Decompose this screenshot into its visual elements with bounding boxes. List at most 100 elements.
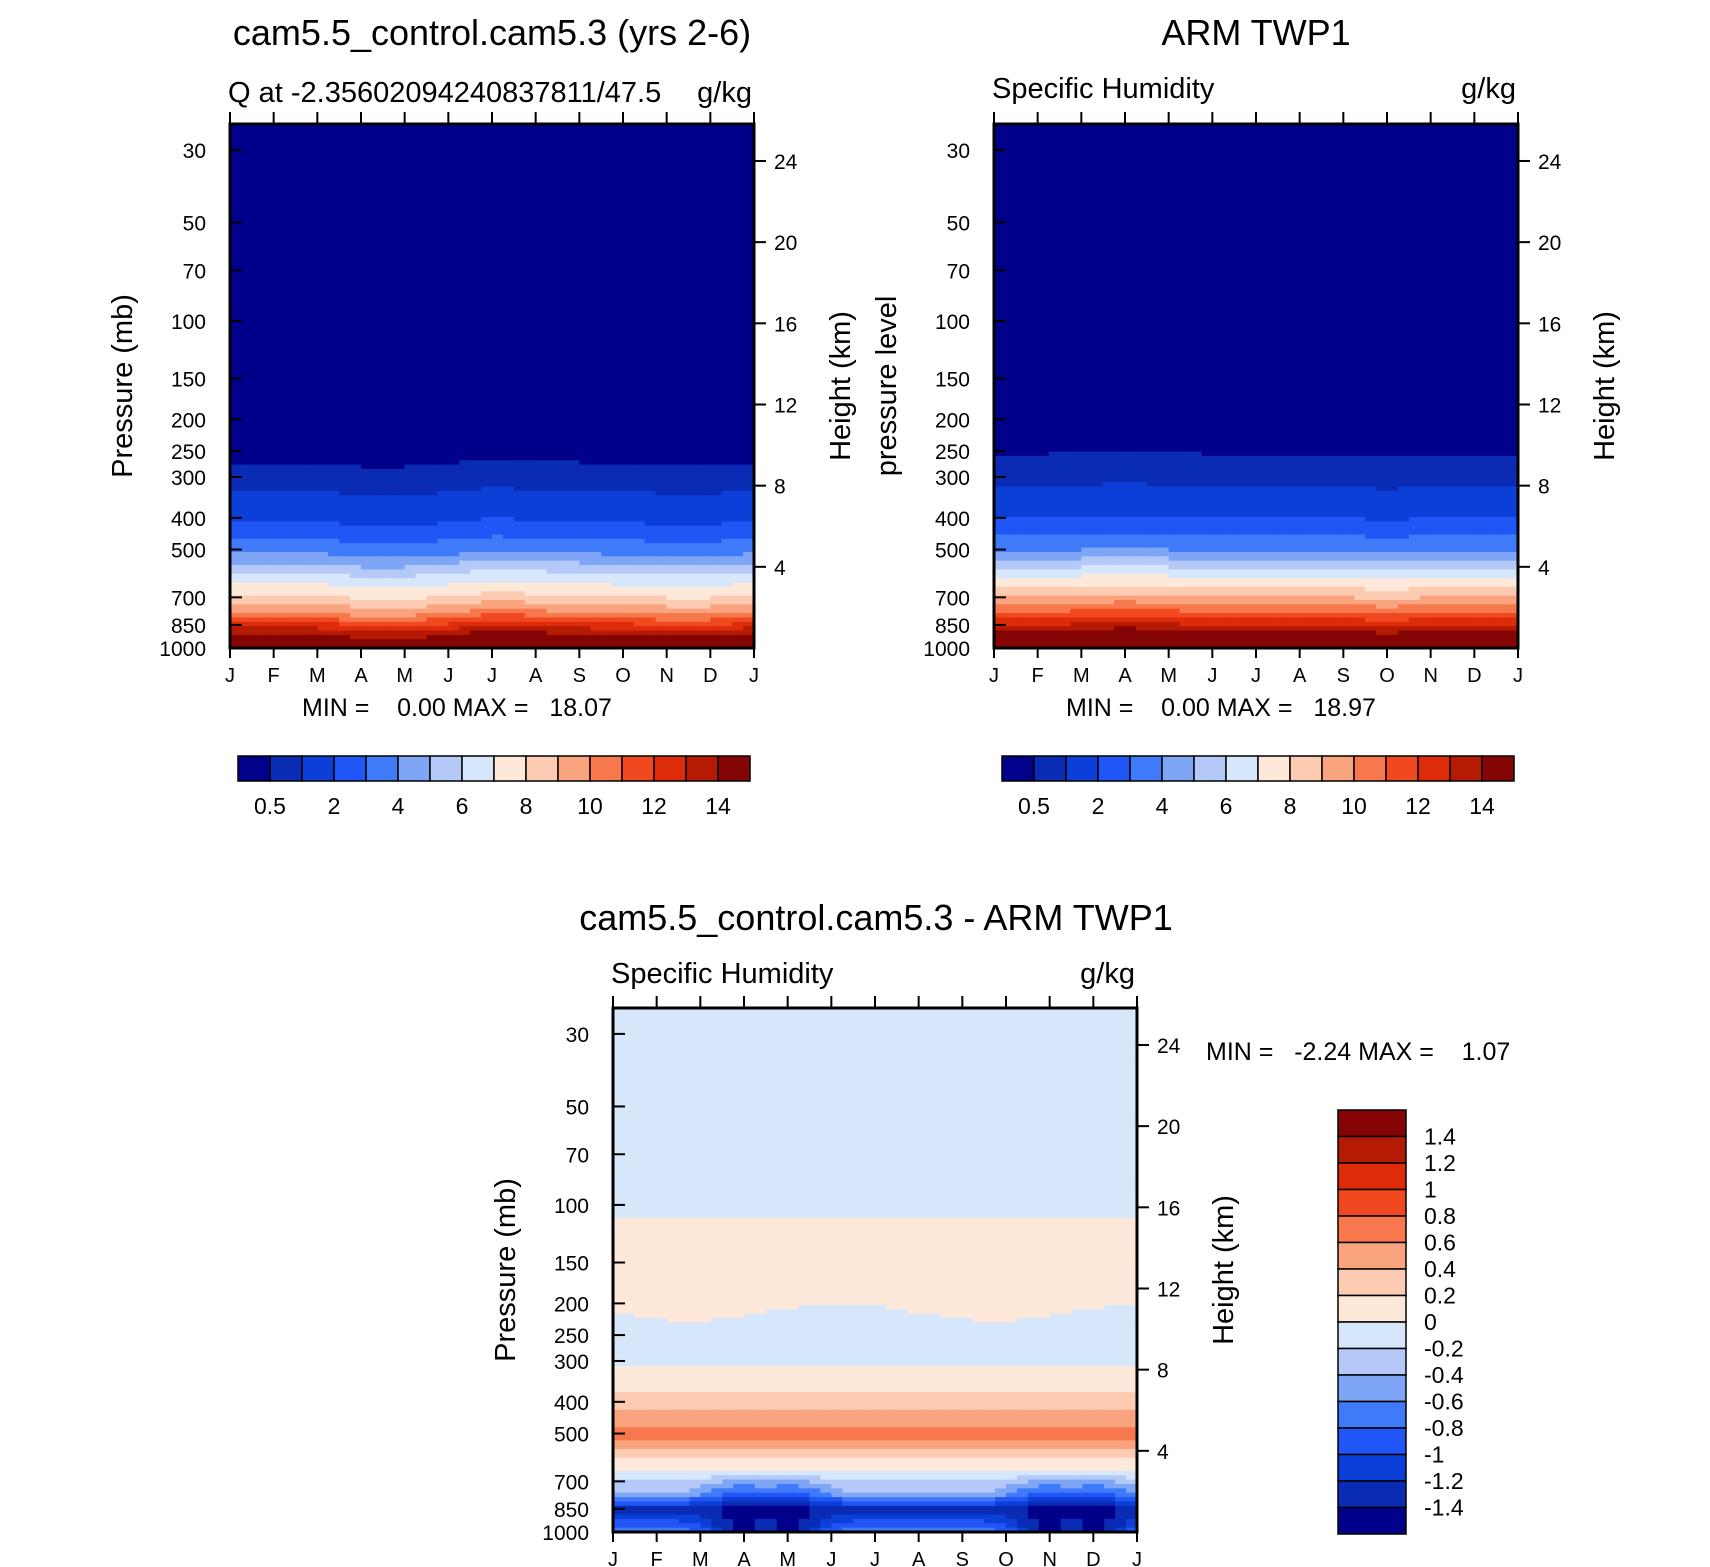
contour-cell <box>262 316 275 322</box>
contour-cell <box>361 630 373 636</box>
contour-cell <box>644 185 657 191</box>
contour-cell <box>568 425 580 431</box>
contour-cell <box>502 185 515 191</box>
contour-cell <box>470 206 482 212</box>
contour-cell <box>644 521 657 527</box>
contour-cell <box>524 565 537 570</box>
contour-cell <box>426 351 439 357</box>
contour-cell <box>459 525 471 531</box>
contour-cell <box>601 634 613 640</box>
contour-cell <box>339 320 351 326</box>
contour-cell <box>524 399 537 405</box>
contour-cell <box>579 569 591 575</box>
contour-cell <box>328 163 340 169</box>
contour-cell <box>481 311 493 317</box>
contour-cell <box>590 407 602 413</box>
contour-cell <box>251 211 264 217</box>
contour-cell <box>361 399 373 405</box>
contour-cell <box>371 586 384 592</box>
contour-cell <box>426 582 439 588</box>
contour-cell <box>481 386 493 391</box>
contour-cell <box>382 359 395 365</box>
contour-cell <box>492 189 504 195</box>
contour-cell <box>590 193 602 199</box>
contour-cell <box>415 176 428 182</box>
contour-cell <box>415 285 428 291</box>
contour-cell <box>306 495 318 501</box>
contour-cell <box>481 167 493 173</box>
contour-cell <box>502 626 515 632</box>
contour-cell <box>492 582 504 588</box>
contour-cell <box>502 137 515 143</box>
contour-cell <box>262 163 275 169</box>
contour-cell <box>339 145 351 151</box>
contour-cell <box>317 412 329 418</box>
contour-cell <box>601 337 613 343</box>
contour-cell <box>273 228 286 234</box>
contour-cell <box>590 429 602 435</box>
contour-cell <box>546 604 559 610</box>
contour-cell <box>448 206 460 212</box>
contour-cell <box>579 289 591 295</box>
contour-cell <box>273 372 286 378</box>
contour-cell <box>623 368 635 374</box>
contour-cell <box>415 460 428 466</box>
contour-cell <box>535 560 548 566</box>
contour-cell <box>273 490 286 496</box>
contour-cell <box>655 259 668 265</box>
contour-cell <box>251 608 264 614</box>
contour-cell <box>655 412 668 418</box>
contour-cell <box>295 464 308 470</box>
contour-cell <box>546 565 559 570</box>
contour-cell <box>579 599 591 605</box>
contour-cell <box>317 643 329 648</box>
contour-cell <box>470 560 482 566</box>
contour-cell <box>415 530 428 536</box>
contour-cell <box>557 434 570 439</box>
contour-cell <box>437 503 449 509</box>
contour-cell <box>306 281 318 287</box>
contour-cell <box>568 591 580 597</box>
contour-cell <box>426 429 439 435</box>
contour-cell <box>546 425 559 431</box>
contour-cell <box>251 464 264 470</box>
contour-cell <box>251 246 264 252</box>
contour-cell <box>513 233 526 239</box>
contour-cell <box>273 543 286 549</box>
contour-cell <box>437 556 449 562</box>
contour-cell <box>513 591 526 597</box>
contour-cell <box>317 368 329 374</box>
contour-cell <box>644 534 657 540</box>
contour-cell <box>459 303 471 308</box>
contour-cell <box>612 259 624 265</box>
contour-cell <box>513 333 526 339</box>
contour-cell <box>557 172 570 177</box>
contour-cell <box>612 482 624 488</box>
contour-cell <box>524 473 537 479</box>
contour-cell <box>437 215 449 221</box>
contour-cell <box>448 565 460 570</box>
contour-cell <box>470 202 482 208</box>
contour-cell <box>524 412 537 418</box>
contour-cell <box>568 368 580 374</box>
contour-cell <box>240 464 253 470</box>
contour-cell <box>328 530 340 536</box>
contour-cell <box>350 508 362 514</box>
contour-cell <box>404 124 417 129</box>
contour-cell <box>295 626 308 632</box>
contour-cell <box>513 294 526 300</box>
contour-cell <box>644 586 657 592</box>
contour-cell <box>655 508 668 514</box>
contour-cell <box>666 534 679 540</box>
contour-cell <box>404 586 417 592</box>
contour-cell <box>273 141 286 147</box>
contour-cell <box>240 272 253 278</box>
contour-cell <box>612 565 624 570</box>
contour-cell <box>655 198 668 204</box>
contour-cell <box>612 591 624 597</box>
contour-cell <box>655 639 668 645</box>
contour-cell <box>230 329 242 335</box>
contour-cell <box>666 381 679 387</box>
contour-cell <box>371 420 384 426</box>
contour-cell <box>361 128 373 134</box>
